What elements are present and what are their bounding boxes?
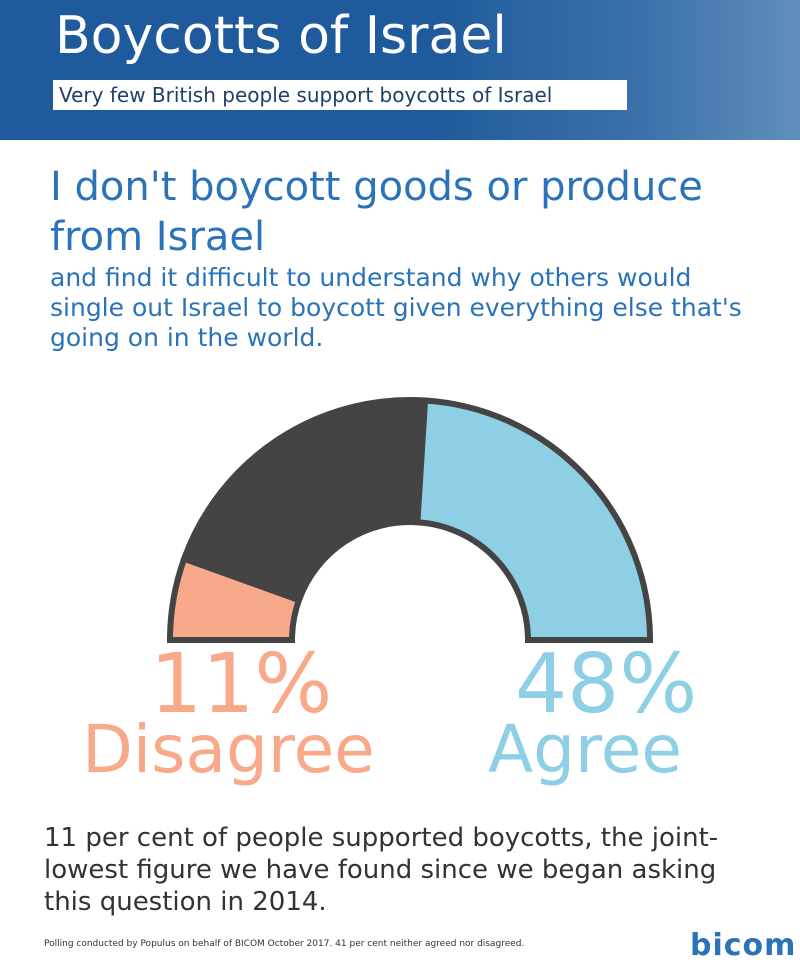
agree-label: Agree [488, 711, 682, 788]
page-title: Boycotts of Israel [55, 6, 507, 66]
disagree-label: Disagree [82, 711, 375, 788]
subtitle-box: Very few British people support boycotts… [53, 80, 627, 110]
header-texture [440, 0, 800, 140]
header-banner: Boycotts of Israel Very few British peop… [0, 0, 800, 140]
bicom-logo: bicom [690, 928, 797, 963]
gauge-chart [166, 397, 654, 643]
statement-headline: I don't boycott goods or produce from Is… [50, 164, 703, 260]
footnote: Polling conducted by Populus on behalf o… [44, 939, 525, 949]
gauge-slice-neither [180, 397, 429, 604]
gauge-slice-agree [414, 397, 654, 643]
finding-text: 11 per cent of people supported boycotts… [44, 823, 719, 917]
disagree-percentage: 11% [150, 637, 333, 732]
agree-percentage: 48% [515, 637, 698, 732]
statement-detail: and find it difficult to understand why … [50, 263, 742, 352]
page-subtitle: Very few British people support boycotts… [59, 83, 553, 107]
